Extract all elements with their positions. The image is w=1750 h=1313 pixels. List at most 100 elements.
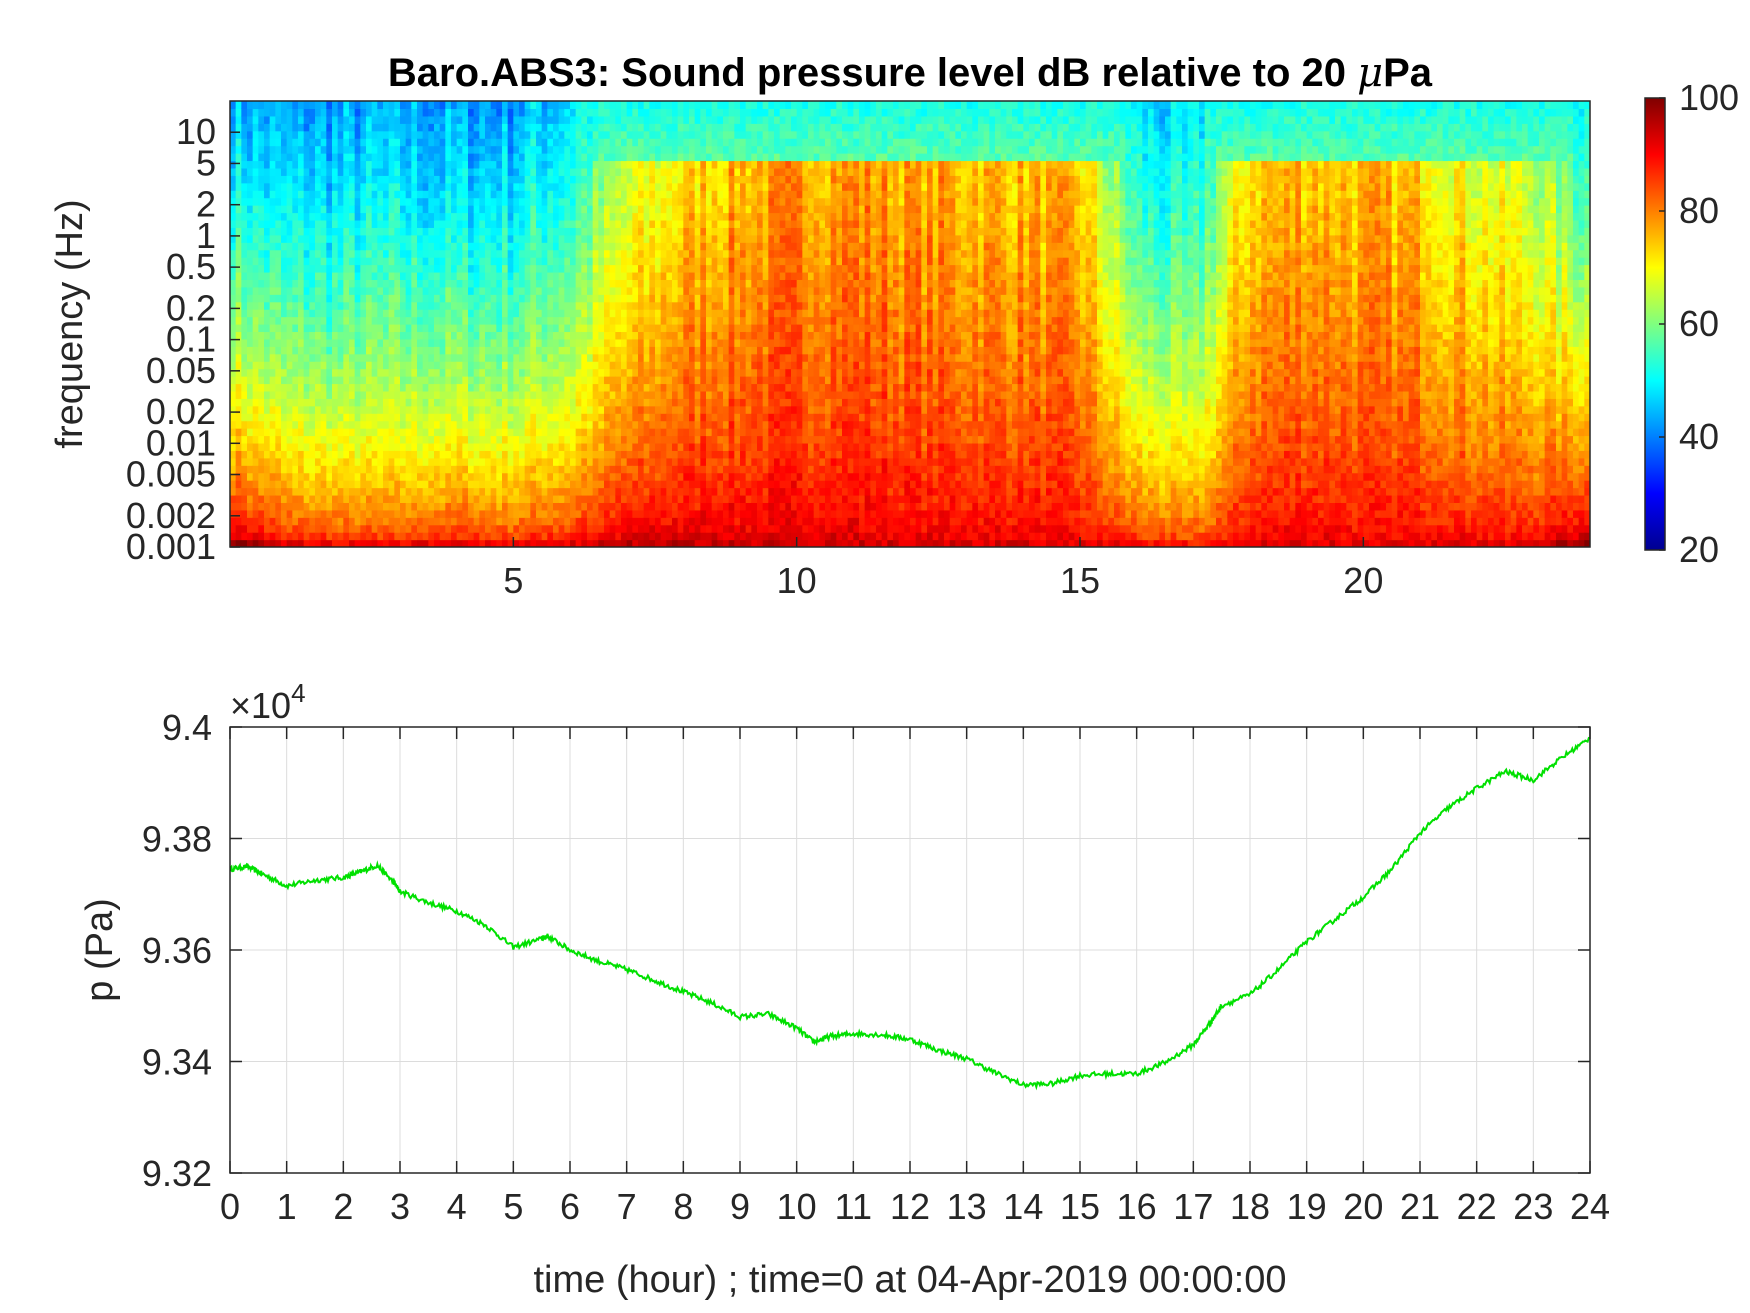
spectrogram-cell (553, 413, 560, 422)
spectrogram-cell (694, 227, 701, 236)
spectrogram-cell (343, 517, 350, 526)
spectrogram-cell (405, 539, 412, 547)
spectrogram-cell (677, 145, 684, 154)
spectrogram-cell (626, 286, 633, 295)
spectrogram-cell (281, 494, 288, 503)
spectrogram-cell (689, 115, 696, 124)
spectrogram-cell (490, 257, 497, 266)
spectrogram-cell (439, 465, 446, 474)
spectrogram-cell (666, 175, 673, 184)
spectrogram-cell (536, 264, 543, 273)
spectrogram-cell (592, 219, 599, 228)
spectrogram-cell (332, 472, 339, 481)
spectrogram-cell (485, 442, 492, 451)
spectrogram-cell (490, 405, 497, 414)
spectrogram-cell (553, 175, 560, 184)
spectrogram-cell (666, 264, 673, 273)
spectrogram-cell (570, 450, 577, 459)
spectrogram-cell (592, 145, 599, 154)
spectrogram-cell (604, 442, 611, 451)
spectrogram-cell (524, 219, 531, 228)
spectrogram-cell (479, 346, 486, 355)
spectrogram-cell (609, 487, 616, 496)
spectrogram-cell (666, 502, 673, 511)
spectrogram-cell (360, 301, 367, 310)
spectrogram-cell (507, 324, 514, 333)
spectrogram-cell (315, 153, 322, 162)
spectrogram-cell (575, 115, 582, 124)
spectrogram-cell (241, 472, 248, 481)
spectrogram-cell (315, 524, 322, 533)
spectrogram-cell (468, 331, 475, 340)
spectrogram-cell (683, 502, 690, 511)
spectrogram-cell (479, 264, 486, 273)
spectrogram-cell (643, 279, 650, 288)
spectrogram-cell (689, 450, 696, 459)
spectrogram-cell (621, 123, 628, 132)
spectrogram-cell (694, 509, 701, 518)
spectrogram-cell (689, 390, 696, 399)
spectrogram-cell (269, 338, 276, 347)
spectrogram-cell (473, 309, 480, 318)
spectrogram-cell (547, 494, 554, 503)
spectrogram-cell (524, 294, 531, 303)
spectrogram-cell (292, 405, 299, 414)
spectrogram-cell (513, 123, 520, 132)
spectrogram-cell (524, 368, 531, 377)
spectrogram-cell (683, 487, 690, 496)
spectrogram-cell (371, 264, 378, 273)
spectrogram-cell (349, 390, 356, 399)
spectrogram-cell (672, 324, 679, 333)
spectrogram-cell (666, 242, 673, 251)
spectrogram-cell (411, 138, 418, 147)
spectrogram-cell (264, 130, 271, 139)
spectrogram-cell (558, 494, 565, 503)
spectrogram-cell (575, 480, 582, 489)
spectrogram-cell (564, 383, 571, 392)
spectrogram-cell (456, 472, 463, 481)
spectrogram-cell (445, 487, 452, 496)
spectrogram-cell (575, 249, 582, 258)
spectrogram-cell (428, 123, 435, 132)
spectrogram-cell (445, 532, 452, 541)
spectrogram-cell (252, 123, 259, 132)
spectrogram-cell (439, 294, 446, 303)
spectrogram-cell (428, 331, 435, 340)
spectrogram-cell (303, 428, 310, 437)
spectrogram-cell (468, 398, 475, 407)
spectrogram-cell (524, 487, 531, 496)
spectrogram-cell (275, 428, 282, 437)
spectrogram-cell (439, 227, 446, 236)
spectrogram-cell (694, 376, 701, 385)
spectrogram-cell (326, 390, 333, 399)
spectrogram-cell (451, 480, 458, 489)
spectrogram-cell (632, 101, 639, 110)
spectrogram-cell (524, 138, 531, 147)
spectrogram-cell (445, 175, 452, 184)
spectrogram-cell (292, 130, 299, 139)
spectrogram-cell (502, 487, 509, 496)
spectrogram-cell (320, 212, 327, 221)
spectrogram-cell (677, 532, 684, 541)
spectrogram-cell (502, 509, 509, 518)
spectrogram-cell (485, 309, 492, 318)
spectrogram-cell (275, 324, 282, 333)
spectrogram-cell (332, 331, 339, 340)
spectrogram-cell (286, 279, 293, 288)
spectrogram-cell (309, 480, 316, 489)
spectrogram-cell (507, 286, 514, 295)
spectrogram-cell (371, 390, 378, 399)
spectrogram-cell (689, 539, 696, 547)
spectrogram-cell (309, 242, 316, 251)
spectrogram-cell (638, 487, 645, 496)
spectrogram-cell (626, 115, 633, 124)
spectrogram-cell (609, 160, 616, 169)
spectrogram-cell (672, 487, 679, 496)
spectrogram-cell (643, 346, 650, 355)
spectrogram-cell (547, 465, 554, 474)
spectrogram-cell (354, 123, 361, 132)
spectrogram-cell (377, 532, 384, 541)
spectrogram-cell (366, 108, 373, 117)
spectrogram-cell (360, 450, 367, 459)
spectrogram-cell (587, 390, 594, 399)
